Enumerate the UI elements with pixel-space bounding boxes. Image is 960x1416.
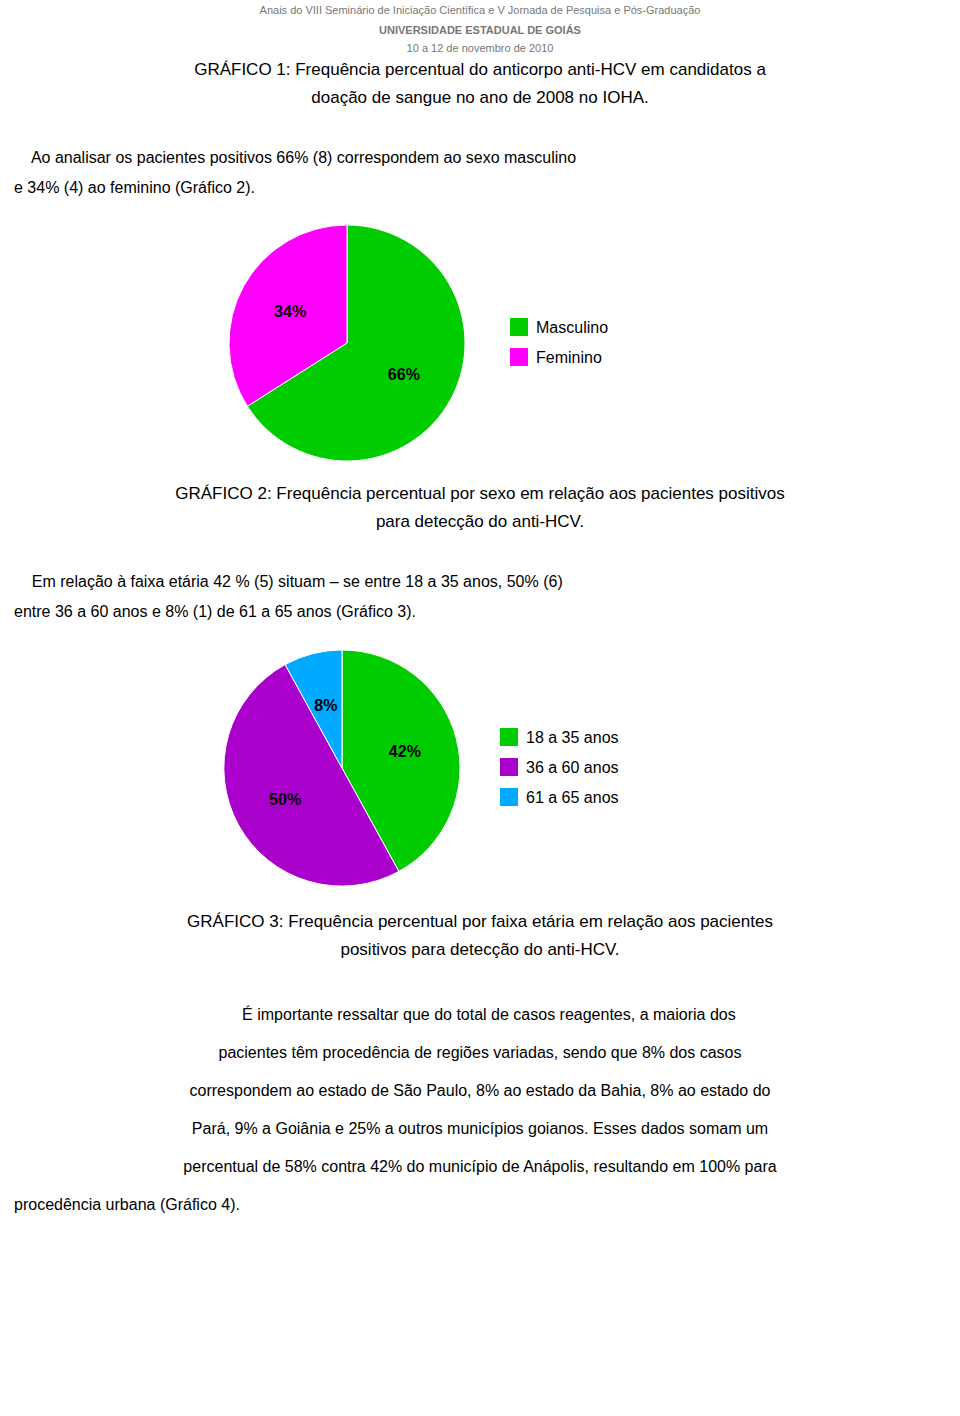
pie-chart	[224, 650, 460, 886]
legend: 18 a 35 anos 36 a 60 anos 61 a 65 anos	[500, 728, 619, 806]
data-label: 66%	[388, 366, 420, 383]
caption-line: positivos para detecção do anti-HCV.	[340, 940, 619, 959]
paragraph-line: e 34% (4) ao feminino (Gráfico 2).	[14, 179, 255, 196]
legend-label: 18 a 35 anos	[526, 729, 619, 746]
header-line: UNIVERSIDADE ESTADUAL DE GOIÁS	[379, 24, 581, 36]
paragraph-line: É importante ressaltar que do total de c…	[224, 1005, 735, 1023]
caption-line: doação de sangue no ano de 2008 no IOHA.	[311, 88, 648, 107]
pie-slice	[229, 225, 347, 406]
legend: Masculino Feminino	[510, 318, 608, 366]
legend-swatch	[510, 348, 528, 366]
caption-line: GRÁFICO 2: Frequência percentual por sex…	[175, 484, 784, 503]
legend-swatch	[500, 728, 518, 746]
data-label: 8%	[314, 697, 337, 714]
caption-line: GRÁFICO 3: Frequência percentual por fai…	[187, 912, 773, 931]
legend-swatch	[510, 318, 528, 336]
legend-label: Masculino	[536, 319, 608, 336]
paragraph-line: Ao analisar os pacientes positivos 66% (…	[14, 149, 576, 166]
data-label: 42%	[389, 743, 421, 760]
header-line: 10 a 12 de novembro de 2010	[407, 42, 554, 54]
legend-label: 61 a 65 anos	[526, 789, 619, 806]
data-label: 34%	[274, 303, 306, 320]
legend-label: 36 a 60 anos	[526, 759, 619, 776]
pie-chart	[229, 225, 465, 461]
paragraph-line: percentual de 58% contra 42% do municípi…	[183, 1158, 776, 1175]
page: Anais do VIII Seminário de Iniciação Cie…	[0, 0, 960, 1416]
data-label: 50%	[269, 791, 301, 808]
paragraph-line: procedência urbana (Gráfico 4).	[14, 1196, 240, 1213]
paragraph-line: correspondem ao estado de São Paulo, 8% …	[190, 1082, 771, 1099]
legend-label: Feminino	[536, 349, 602, 366]
caption-line: para detecção do anti-HCV.	[376, 512, 584, 531]
header-line: Anais do VIII Seminário de Iniciação Cie…	[260, 4, 701, 16]
caption-line: GRÁFICO 1: Frequência percentual do anti…	[194, 60, 766, 79]
pie-slice	[285, 650, 342, 768]
paragraph-line: Pará, 9% a Goiânia e 25% a outros municí…	[192, 1120, 768, 1137]
legend-swatch	[500, 758, 518, 776]
legend-swatch	[500, 788, 518, 806]
paragraph-line: Em relação à faixa etária 42 % (5) situa…	[14, 573, 563, 590]
paragraph-line: entre 36 a 60 anos e 8% (1) de 61 a 65 a…	[14, 603, 416, 620]
paragraph-line: pacientes têm procedência de regiões var…	[219, 1044, 742, 1061]
